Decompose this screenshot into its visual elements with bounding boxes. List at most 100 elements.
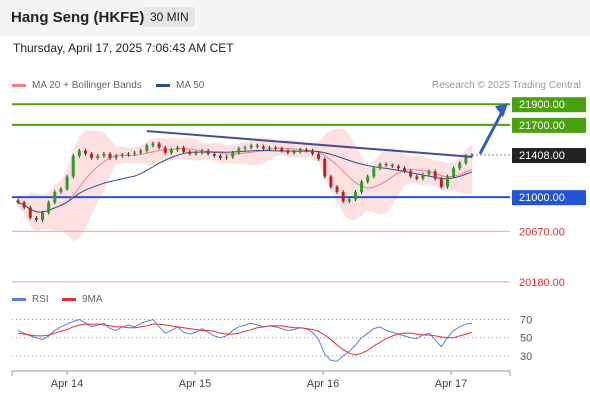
candle-body: [353, 192, 357, 200]
candle-body: [464, 155, 468, 164]
rsi-tick-label: 30: [520, 351, 532, 363]
ma50-swatch: [156, 83, 170, 87]
candle-body: [28, 207, 32, 218]
legend-rsi: RSI: [12, 294, 49, 305]
candle-body: [96, 155, 100, 158]
level-badge: [512, 117, 586, 133]
candle-body: [126, 153, 130, 155]
x-tick-label: Apr 15: [179, 378, 211, 390]
candle-body: [206, 150, 210, 154]
candle-body: [59, 188, 63, 193]
legend-label: 9MA: [82, 294, 103, 305]
candle-body: [286, 150, 290, 153]
candle-body: [274, 147, 278, 149]
candle-body: [188, 151, 192, 154]
candle-body: [194, 152, 198, 154]
candle-body: [298, 149, 302, 152]
candle-body: [77, 150, 81, 156]
candle-body: [133, 152, 137, 154]
candle-body: [225, 156, 229, 158]
level-label: 21700.00: [519, 120, 565, 132]
candle-body: [292, 151, 296, 153]
candle-body: [16, 200, 20, 203]
candle-body: [323, 158, 327, 177]
candle-body: [452, 168, 456, 177]
candle-body: [243, 147, 247, 149]
candle-body: [310, 150, 314, 154]
timeframe-button[interactable]: 30 MIN: [144, 7, 195, 27]
candle-body: [22, 202, 26, 208]
candle-body: [169, 149, 173, 153]
candle-body: [200, 150, 204, 153]
candle-body: [409, 171, 413, 177]
x-tick-label: Apr 16: [307, 378, 339, 390]
legend-ma50: MA 50: [156, 80, 204, 91]
candle-body: [384, 164, 388, 166]
candle-body: [396, 166, 400, 169]
candle-body: [439, 178, 443, 187]
level-badge: [512, 148, 586, 164]
instrument-title: Hang Seng (HKFE): [11, 9, 145, 26]
candle-body: [163, 147, 167, 153]
candle-body: [114, 155, 118, 158]
candle-body: [280, 148, 284, 151]
candle-body: [427, 171, 431, 175]
candle-body: [237, 148, 241, 153]
level-badge: [512, 97, 586, 113]
legend-label: MA 50: [176, 80, 205, 91]
candle-body: [415, 176, 419, 179]
candle-body: [317, 153, 321, 159]
candle-body: [47, 202, 51, 213]
ma9-swatch: [62, 297, 76, 301]
level-label: 21408.00: [519, 150, 565, 162]
candle-body: [41, 212, 45, 220]
candle-body: [176, 147, 180, 150]
candle-body: [378, 164, 382, 169]
candle-body: [249, 145, 253, 148]
candle-body: [458, 163, 462, 169]
candle-body: [83, 150, 87, 154]
candle-body: [372, 168, 376, 177]
rsi-tick-label: 50: [520, 333, 532, 345]
chart-header: [0, 0, 590, 36]
candle-body: [120, 154, 124, 156]
legend-9ma: 9MA: [62, 294, 103, 305]
level-label: 20180.00: [519, 277, 565, 289]
candle-body: [304, 149, 308, 151]
legend-label: RSI: [32, 294, 49, 305]
level-label: 21900.00: [519, 99, 565, 111]
candle-body: [341, 192, 345, 202]
candle-body: [53, 192, 57, 203]
candle-body: [390, 165, 394, 167]
candle-body: [366, 176, 370, 182]
trend-line: [146, 130, 473, 158]
candle-body: [65, 176, 69, 189]
rsi-swatch: [12, 297, 26, 301]
arrow-head: [495, 103, 508, 118]
candle-body: [470, 155, 474, 157]
candle-body: [231, 152, 235, 157]
target-arrow: [478, 107, 506, 155]
candle-body: [102, 153, 106, 156]
candle-body: [212, 153, 216, 156]
candle-body: [421, 174, 425, 179]
candle-body: [34, 217, 38, 220]
research-credit: Research © 2025 Trading Central: [431, 80, 581, 91]
candle-body: [108, 153, 112, 158]
ma50-line: [17, 149, 473, 213]
candle-body: [255, 145, 259, 147]
ma20-swatch: [12, 83, 26, 87]
candle-body: [90, 153, 94, 158]
candle-body: [268, 147, 272, 149]
legend-ma20-bollinger: MA 20 + Bollinger Bands: [12, 80, 142, 91]
candle-body: [139, 150, 143, 153]
candle-body: [347, 199, 351, 202]
x-tick-label: Apr 17: [435, 378, 467, 390]
candle-body: [445, 176, 449, 187]
candle-body: [403, 168, 407, 172]
candle-body: [329, 176, 333, 187]
ma20-line: [17, 147, 473, 213]
rsi-tick-label: 70: [520, 315, 532, 327]
candle-body: [433, 171, 437, 179]
